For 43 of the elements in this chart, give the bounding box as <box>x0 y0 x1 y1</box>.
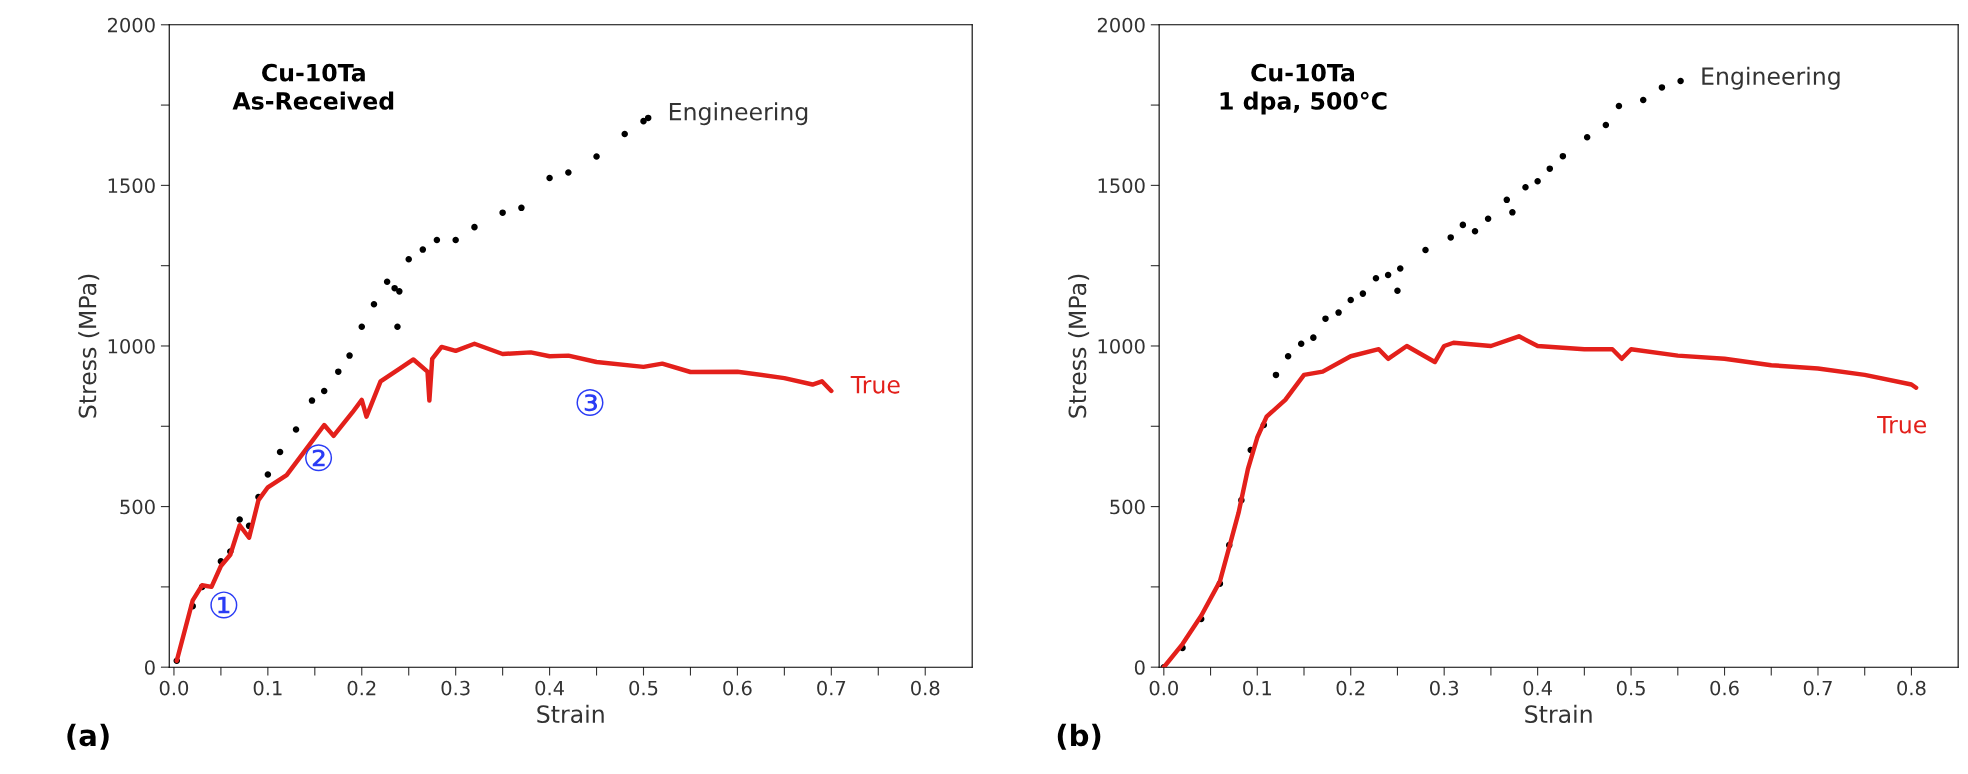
y-tick-label: 2000 <box>107 17 155 33</box>
annotation: ③ <box>576 389 604 417</box>
annotation: ① <box>210 591 238 619</box>
text: (b) <box>1057 723 1101 750</box>
x-tick-label: 0.0 <box>1149 680 1178 696</box>
x-tick-label: 0.1 <box>1243 680 1271 696</box>
y-axis-title: Stress (MPa) <box>1068 274 1090 418</box>
y-axis-title: Stress (MPa) <box>78 274 100 418</box>
x-axis-title: Strain <box>1525 704 1592 724</box>
x-tick-label: 0.3 <box>441 680 470 696</box>
y-tick-label: 1500 <box>1098 178 1145 194</box>
series-label: True <box>1877 415 1927 434</box>
y-tick-label: 1500 <box>108 178 155 194</box>
x-tick-label: 0.5 <box>629 680 658 696</box>
x-tick-label: 0.4 <box>535 680 564 696</box>
y-tick-label: 1000 <box>108 338 155 354</box>
x-tick-label: 0.7 <box>1803 680 1832 696</box>
x-tick-label: 0.5 <box>1616 680 1645 696</box>
x-tick-label: 0.6 <box>723 680 752 696</box>
annotation: ② <box>305 444 333 472</box>
x-tick-label: 0.2 <box>347 680 376 696</box>
x-tick-label: 0.2 <box>1336 680 1365 696</box>
x-axis-title: Strain <box>537 704 604 724</box>
x-tick-label: 0.4 <box>1523 680 1552 696</box>
y-tick-label: 0 <box>1134 660 1145 675</box>
y-tick-label: 1000 <box>1098 338 1145 354</box>
x-tick-label: 0.0 <box>159 680 189 696</box>
annotation: Cu-10Ta As-Received <box>232 63 394 110</box>
series-label: True <box>850 376 900 394</box>
text: (a) <box>67 723 109 750</box>
x-tick-label: 0.8 <box>911 680 940 696</box>
x-tick-label: 0.7 <box>817 680 846 696</box>
y-tick-label: 500 <box>1110 499 1145 515</box>
x-tick-label: 0.6 <box>1710 680 1739 696</box>
y-tick-label: 0 <box>144 660 155 675</box>
x-tick-label: 0.3 <box>1430 680 1459 696</box>
series-label: Engineering <box>669 102 808 126</box>
x-tick-label: 0.8 <box>1897 680 1926 696</box>
x-tick-label: 0.1 <box>253 680 282 696</box>
y-tick-label: 500 <box>120 499 155 515</box>
series-label: Engineering <box>1702 66 1840 90</box>
y-tick-label: 2000 <box>1097 17 1145 33</box>
annotation: Cu-10Ta 1 dpa, 500°C <box>1220 63 1387 115</box>
